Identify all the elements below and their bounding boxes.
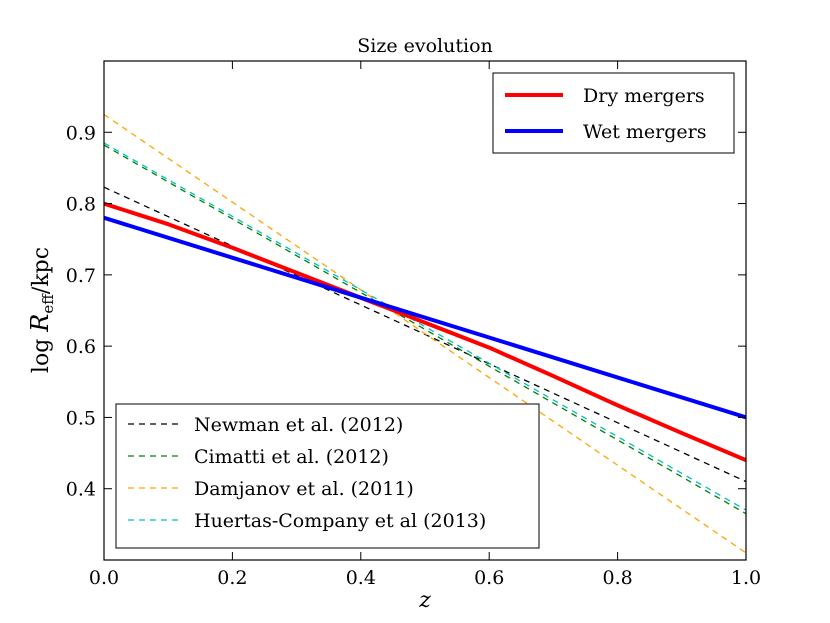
legend-label-dry-mergers: Dry mergers: [583, 85, 705, 107]
x-tick-label: 0.4: [346, 567, 376, 589]
plot-frame: [103, 60, 747, 561]
y-tick-label: 0.6: [66, 336, 96, 358]
series-line-cimatti-et-al-2012: [104, 144, 746, 515]
legend-lower-box: [115, 403, 540, 549]
series-line-wet-mergers: [104, 215, 746, 420]
y-axis-label-prefix: log: [29, 332, 54, 373]
y-axis-label-suffix: /kpc: [29, 247, 54, 294]
series-layer: [104, 113, 746, 554]
x-tick-label: 0.6: [474, 567, 504, 589]
legend-label-cimatti-et-al-2012: Cimatti et al. (2012): [194, 446, 389, 468]
legend-label-wet-mergers: Wet mergers: [583, 121, 706, 143]
series-line-dry-mergers: [104, 201, 746, 463]
chart-title: Size evolution: [357, 35, 493, 57]
x-tick-label: 1.0: [731, 567, 761, 589]
legend-upper-box: [492, 72, 735, 154]
legend-label-newman-et-al-2012: Newman et al. (2012): [194, 414, 403, 436]
x-tick-label: 0.8: [602, 567, 632, 589]
series-line-huertas-company-et-al-2013: [104, 142, 746, 511]
x-tick-label: 0.0: [89, 567, 119, 589]
ticks-layer: 0.0 0.2 0.4 0.6 0.8 1.0 0.4 0.5 0.6 0.7 0.8 0.9: [66, 61, 761, 589]
legend-label-huertas-company-et-al-2013: Huertas-Company et al (2013): [194, 510, 486, 532]
x-axis-label: z: [418, 588, 431, 613]
x-tick-label: 0.2: [217, 567, 247, 589]
y-tick-label: 0.8: [66, 194, 96, 216]
legend-upper: Dry mergers Wet mergers: [492, 72, 735, 154]
legend-label-damjanov-et-al-2011: Damjanov et al. (2011): [194, 478, 414, 500]
y-tick-label: 0.7: [66, 265, 96, 287]
y-axis-label-symbol: R: [26, 314, 54, 333]
legend-lower: Newman et al. (2012) Cimatti et al. (2012…: [115, 403, 540, 549]
y-tick-label: 0.5: [66, 407, 96, 429]
y-axis-label-subscript: eff: [39, 293, 57, 314]
y-tick-label: 0.4: [66, 479, 96, 501]
y-tick-label: 0.9: [66, 122, 96, 144]
series-line-damjanov-et-al-2011: [104, 113, 746, 554]
y-axis-label: log Reff/kpc: [26, 247, 57, 373]
